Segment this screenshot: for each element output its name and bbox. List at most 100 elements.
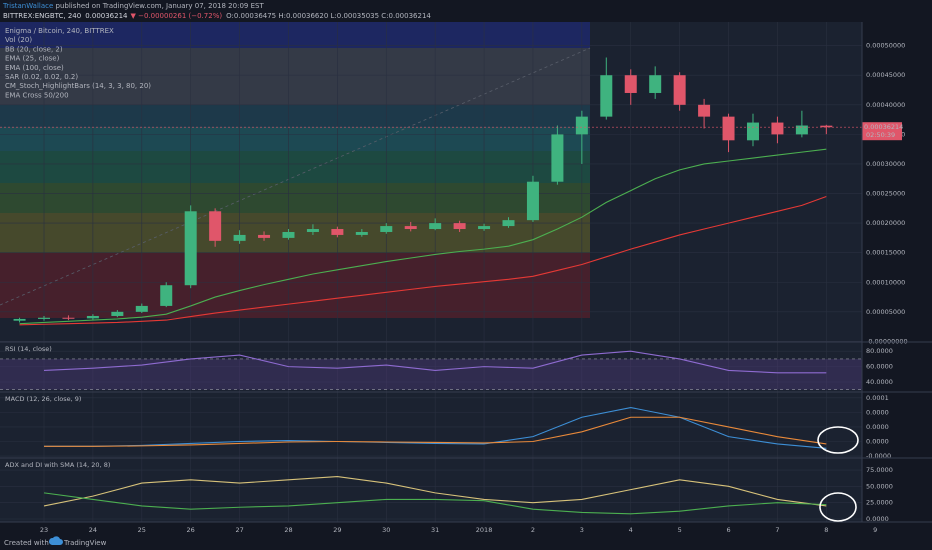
trend-line [0,47,591,306]
header-line: TristanWallace published on TradingView.… [2,2,264,10]
candle-body [453,223,466,230]
x-tick-label: 8 [824,526,828,534]
x-tick-label: 2018 [476,526,493,534]
candle-body [258,234,271,238]
fib-band [0,127,590,151]
fib-band [0,151,590,183]
y-tick-label: 40.0000 [866,378,893,386]
x-tick-label: 3 [580,526,584,534]
legend-entry: CM_Stoch_HighlightBars (14, 3, 3, 80, 20… [5,82,151,90]
candle-body [331,229,344,235]
candle-body [135,305,148,312]
logo [48,536,63,545]
candle-body [160,285,173,306]
candle-body [380,226,393,232]
candle-body [575,116,588,135]
y-tick-label: -0.00000000 [866,337,908,345]
axes: 23 24 25 26 27 28 29 30 31 2018 2 3 4 5 6 7 8 90.00050000… [5,42,908,534]
candle-body [404,226,417,230]
y-tick-label: 80.0000 [866,347,893,355]
indicator-line [43,475,827,507]
x-tick-label: 30 [382,526,390,534]
legend-entry: EMA (100, close) [5,64,64,72]
rsi-band [0,358,862,390]
y-tick-label: 0.00020000 [866,219,905,227]
plot [0,22,862,522]
x-tick-label: 24 [89,526,97,534]
fib-band [0,253,590,318]
y-tick-label: 0.00005000 [866,308,905,316]
indicator-line [44,406,827,449]
legend-entry: EMA Cross 50/200 [5,91,69,99]
y-tick-label: 0.00050000 [866,42,905,50]
indicator-line [19,195,827,326]
legend-entry: Vol (20) [5,36,32,44]
panel-title: RSI (14, close) [5,345,52,353]
y-tick-label: 0.00025000 [866,190,905,198]
candle-body [698,104,711,117]
fib-band [0,105,590,127]
candle-body [13,318,26,321]
candle-body [282,231,295,238]
x-tick-label: 23 [40,526,48,534]
symbol: BITTREX:ENGBTC, 240 [3,12,81,20]
x-tick-label: 27 [235,526,243,534]
x-tick-label: 9 [873,526,877,534]
y-tick-label: 0.00045000 [866,71,905,79]
x-tick-label: 6 [726,526,730,534]
y-tick-label: 0.0000 [866,515,889,523]
candle-body [526,181,539,221]
created-with: Created with [4,539,49,547]
annotation-circle [817,426,859,454]
candle-body [771,122,784,135]
candle-body [111,311,124,316]
candle-body [233,234,246,241]
candle-body [355,231,368,235]
y-tick-label: 0.00040000 [866,101,905,109]
candle-body [649,75,662,93]
candle-body [795,125,808,135]
y-tick-label: 0.00030000 [866,160,905,168]
fib-band [0,213,590,253]
x-tick-label: 26 [187,526,195,534]
candle-body [820,125,833,128]
candle-body [184,211,197,286]
y-tick-label: 50.0000 [866,482,893,490]
candle-body [673,75,686,105]
candle-body [209,211,222,241]
y-tick-label: 0.0000 [866,438,889,446]
fib-band [0,183,590,213]
candle-body [502,220,515,227]
candle-body [86,315,99,319]
candle-body [38,317,51,319]
legend-entry: SAR (0.02, 0.02, 0.2) [5,73,78,81]
x-tick-label: 31 [431,526,439,534]
price: 0.00036214 [85,12,128,20]
x-tick-label: 5 [678,526,682,534]
x-tick-label: 25 [138,526,146,534]
last-price-label: 0.00036214 [864,123,903,131]
candle-body [624,75,637,93]
fib-band [0,48,590,105]
brand[interactable]: TradingView [63,539,107,547]
indicator-line [43,492,827,515]
indicator-line [19,148,827,325]
y-tick-label: 0.00010000 [866,278,905,286]
panel-title: ADX and DI with SMA (14, 20, 8) [5,461,110,469]
countdown-label: 02:50:39 [866,131,895,139]
annotation-circle [819,492,857,522]
author[interactable]: TristanWallace [2,2,53,10]
published: published on TradingView.com, January 07… [53,2,264,10]
candle-body [722,116,735,141]
y-tick-label: 0.00015000 [866,249,905,257]
candle-body [600,75,613,117]
x-tick-label: 2 [531,526,535,534]
y-tick-label: 25.0000 [866,499,893,507]
x-tick-label: 4 [629,526,633,534]
indicator-line [44,416,827,447]
legend-entry: Enigma / Bitcoin, 240, BITTREX [5,27,114,35]
candle-body [478,226,491,230]
